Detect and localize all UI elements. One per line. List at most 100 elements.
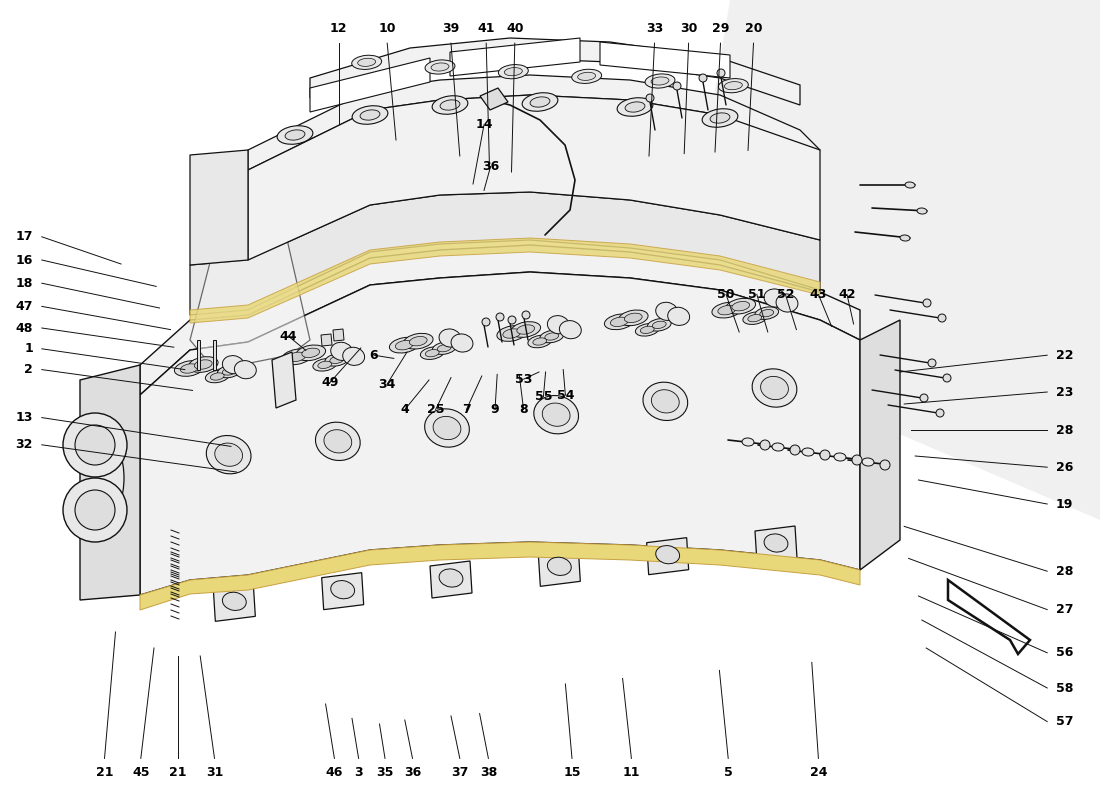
Ellipse shape: [725, 82, 742, 90]
Ellipse shape: [324, 354, 349, 366]
Polygon shape: [310, 38, 800, 105]
Circle shape: [928, 359, 936, 367]
Text: 17: 17: [15, 230, 33, 243]
Circle shape: [852, 455, 862, 465]
Text: 8: 8: [519, 403, 528, 416]
Ellipse shape: [96, 443, 124, 513]
Ellipse shape: [498, 65, 528, 78]
Ellipse shape: [343, 347, 364, 366]
Text: 3: 3: [354, 766, 363, 779]
Ellipse shape: [331, 581, 354, 598]
Ellipse shape: [282, 349, 311, 365]
Ellipse shape: [900, 235, 910, 241]
Text: 7: 7: [462, 403, 471, 416]
Ellipse shape: [618, 310, 648, 326]
Text: www.RicambiAmerica.com: www.RicambiAmerica.com: [608, 398, 752, 482]
Text: 18: 18: [15, 277, 33, 290]
Ellipse shape: [425, 409, 470, 447]
Ellipse shape: [548, 558, 571, 575]
Ellipse shape: [834, 453, 846, 461]
Text: 21: 21: [96, 766, 113, 779]
Ellipse shape: [905, 182, 915, 188]
Circle shape: [923, 299, 931, 307]
Ellipse shape: [503, 329, 520, 338]
Text: 55: 55: [535, 390, 552, 403]
Ellipse shape: [917, 208, 927, 214]
Polygon shape: [248, 75, 820, 170]
Ellipse shape: [360, 110, 379, 120]
Ellipse shape: [222, 592, 246, 610]
Ellipse shape: [312, 358, 337, 371]
Polygon shape: [190, 165, 310, 370]
Ellipse shape: [702, 109, 738, 127]
Ellipse shape: [651, 77, 669, 85]
Text: 10: 10: [378, 22, 396, 35]
Polygon shape: [248, 95, 820, 260]
Text: 16: 16: [15, 254, 33, 266]
Ellipse shape: [188, 357, 218, 372]
Text: 28: 28: [1056, 565, 1074, 578]
Text: 30: 30: [680, 22, 697, 35]
Text: 2: 2: [24, 363, 33, 376]
Text: 57: 57: [1056, 715, 1074, 728]
Ellipse shape: [222, 355, 244, 374]
Ellipse shape: [668, 307, 690, 326]
Text: 31: 31: [206, 766, 223, 779]
Text: 14: 14: [475, 118, 493, 131]
Polygon shape: [140, 272, 860, 595]
Circle shape: [482, 318, 490, 326]
Ellipse shape: [505, 68, 522, 76]
Text: 47: 47: [15, 300, 33, 313]
Ellipse shape: [296, 345, 326, 361]
Text: 54: 54: [557, 389, 574, 402]
Ellipse shape: [640, 326, 654, 334]
Polygon shape: [272, 352, 296, 408]
Polygon shape: [321, 573, 364, 610]
Ellipse shape: [560, 321, 581, 338]
Text: 24: 24: [810, 766, 827, 779]
Polygon shape: [80, 365, 140, 600]
Text: 25: 25: [427, 403, 444, 416]
Text: 29: 29: [712, 22, 729, 35]
Ellipse shape: [764, 534, 788, 552]
Polygon shape: [700, 0, 1100, 520]
Text: 5: 5: [724, 766, 733, 779]
Ellipse shape: [222, 368, 236, 375]
Ellipse shape: [742, 312, 767, 325]
Text: 13: 13: [15, 411, 33, 424]
Text: 32: 32: [15, 438, 33, 451]
Polygon shape: [450, 38, 580, 76]
Text: 19: 19: [1056, 498, 1074, 510]
Text: 36: 36: [482, 160, 499, 173]
Ellipse shape: [752, 369, 796, 407]
Ellipse shape: [439, 329, 461, 347]
Ellipse shape: [432, 96, 468, 114]
Ellipse shape: [748, 314, 761, 322]
Ellipse shape: [510, 322, 540, 338]
Circle shape: [75, 425, 116, 465]
Ellipse shape: [625, 313, 642, 322]
Ellipse shape: [497, 326, 527, 342]
Polygon shape: [755, 526, 797, 563]
Ellipse shape: [218, 366, 241, 378]
Ellipse shape: [433, 416, 461, 440]
Ellipse shape: [572, 70, 602, 83]
Polygon shape: [860, 320, 900, 570]
Ellipse shape: [540, 330, 563, 342]
Ellipse shape: [323, 430, 352, 453]
Polygon shape: [430, 561, 472, 598]
Polygon shape: [538, 550, 581, 586]
Circle shape: [820, 450, 830, 460]
Text: 49: 49: [321, 376, 339, 389]
Circle shape: [63, 478, 126, 542]
Ellipse shape: [316, 422, 360, 461]
Text: 21: 21: [169, 766, 187, 779]
Polygon shape: [213, 584, 255, 622]
Text: 44: 44: [279, 330, 297, 342]
Polygon shape: [197, 340, 200, 370]
Ellipse shape: [755, 307, 779, 319]
Circle shape: [717, 69, 725, 77]
Ellipse shape: [652, 321, 667, 329]
Ellipse shape: [656, 302, 678, 321]
Text: 50: 50: [717, 288, 735, 301]
